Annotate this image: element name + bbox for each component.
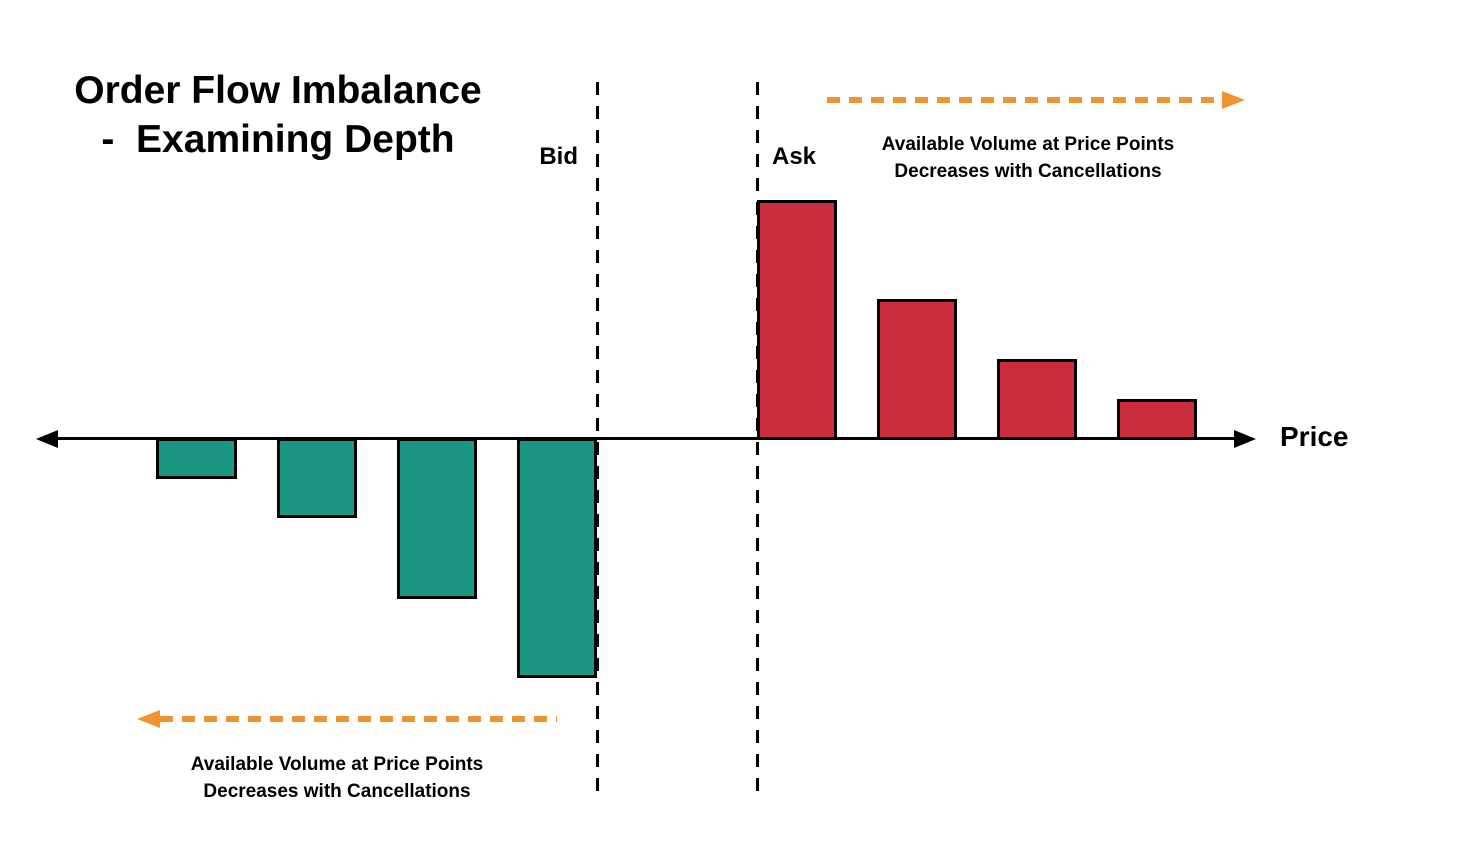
ask-annotation-line2: Decreases with Cancellations [894, 161, 1162, 182]
ask-annotation: Available Volume at Price Points Decreas… [848, 131, 1208, 185]
diagram-title: Order Flow Imbalance - Examining Depth [66, 66, 490, 164]
price-axis-label: Price [1280, 421, 1349, 452]
title-line2: - Examining Depth [101, 118, 455, 161]
axis-left-arrowhead-icon [36, 430, 58, 448]
ask-bar [997, 359, 1077, 440]
bid-annotation: Available Volume at Price Points Decreas… [157, 751, 517, 805]
bid-label: Bid [539, 143, 578, 170]
ask-bar [1117, 399, 1197, 440]
bid-boundary-dashed-line [596, 82, 599, 798]
ask-bar [877, 299, 957, 440]
bid-annotation-line1: Available Volume at Price Points [190, 754, 484, 775]
price-axis-line [48, 437, 1240, 440]
bid-bar [277, 438, 357, 518]
title-line1: Order Flow Imbalance [74, 69, 482, 112]
ask-annotation-line1: Available Volume at Price Points [881, 134, 1175, 155]
bid-bar [156, 438, 237, 479]
ask-label: Ask [772, 143, 817, 170]
ask-cancellation-arrowhead-icon [1222, 91, 1245, 109]
bid-cancellation-arrow-dashes [160, 716, 557, 722]
ask-boundary-dashed-line [756, 82, 759, 798]
ask-bar [757, 200, 837, 440]
bid-bar [517, 438, 597, 678]
bid-cancellation-arrowhead-icon [137, 710, 160, 728]
bid-annotation-line2: Decreases with Cancellations [203, 781, 471, 802]
ask-cancellation-arrow-dashes [827, 97, 1223, 103]
bid-bar [397, 438, 477, 599]
axis-right-arrowhead-icon [1234, 430, 1256, 448]
